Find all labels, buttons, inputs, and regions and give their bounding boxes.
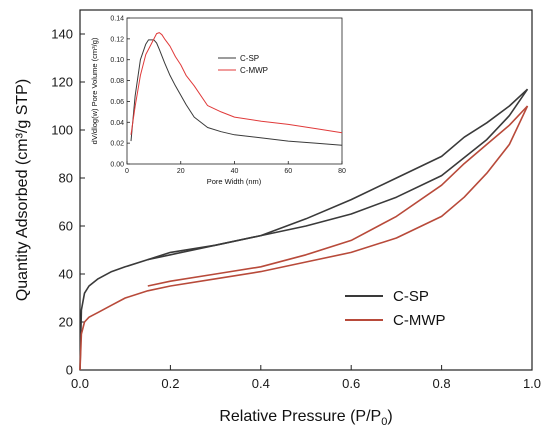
inset-y-tick-label: 0.14	[110, 16, 124, 23]
inset-plot: 0 20 40 60 80 0.00 0.02 0.04 0.06 0.08 0.10 0.12 0.1…	[90, 16, 346, 187]
main-y-tick-label: 140	[51, 27, 73, 42]
main-x-tick-label: 0.8	[433, 376, 451, 391]
main-y-tick-label: 80	[59, 171, 73, 186]
main-x-tick-label: 0.2	[161, 376, 179, 391]
main-x-tick-label: 0.0	[71, 376, 89, 391]
inset-x-tick-label: 20	[177, 168, 185, 175]
main-y-tick-label: 60	[59, 219, 73, 234]
main-plot-frame	[79, 9, 533, 371]
main-x-axis-title: Relative Pressure (P/P0)	[219, 408, 392, 428]
inset-ticks: 0 20 40 60 80 0.00 0.02 0.04 0.06 0.08 0.10 0.12 0.1…	[110, 16, 346, 176]
main-y-tick-label: 20	[59, 315, 73, 330]
main-ticks: 0.0 0.2 0.4 0.6 0.8 1.0 0 20 40 60 80 100 120 140	[51, 27, 541, 392]
main-y-tick-label: 100	[51, 123, 73, 138]
inset-x-tick-label: 60	[284, 168, 292, 175]
inset-x-tick-label: 80	[338, 168, 346, 175]
inset-legend-label-c-sp: C-SP	[240, 54, 259, 63]
inset-x-axis-title: Pore Width (nm)	[207, 177, 262, 186]
inset-y-tick-label: 0.02	[110, 141, 124, 148]
series-line-c-sp-adsorption	[79, 88, 529, 371]
main-x-tick-label: 0.6	[342, 376, 360, 391]
main-y-axis-title: Quantity Adsorbed (cm³/g STP)	[14, 79, 31, 301]
main-series-lines	[79, 88, 529, 371]
main-x-tick-label: 1.0	[523, 376, 541, 391]
x-title-main: Relative Pressure (P/P	[219, 408, 381, 425]
legend-label-c-sp: C-SP	[393, 288, 429, 305]
inset-series-lines	[130, 32, 343, 146]
inset-y-tick-label: 0.08	[110, 78, 124, 85]
inset-y-tick-label: 0.04	[110, 120, 124, 127]
main-y-tick-label: 0	[66, 363, 73, 378]
inset-y-tick-label: 0.00	[110, 162, 124, 169]
inset-x-tick-label: 40	[231, 168, 239, 175]
main-x-tick-label: 0.4	[252, 376, 270, 391]
inset-series-line-c-sp	[130, 39, 343, 146]
inset-y-tick-label: 0.06	[110, 99, 124, 106]
main-plot: 0.0 0.2 0.4 0.6 0.8 1.0 0 20 40 60 80 100 120 140 Rel…	[14, 9, 541, 428]
main-y-tick-label: 40	[59, 267, 73, 282]
inset-y-tick-label: 0.10	[110, 57, 124, 64]
inset-legend: C-SP C-MWP	[218, 54, 268, 75]
x-title-end: )	[387, 408, 392, 425]
legend-label-c-mwp: C-MWP	[393, 312, 446, 329]
main-legend: C-SP C-MWP	[345, 288, 446, 329]
inset-plot-frame	[126, 17, 343, 165]
inset-y-tick-label: 0.12	[110, 36, 124, 43]
inset-y-axis-title: dV/dlog(w) Pore Volume (cm³/g)	[90, 37, 99, 144]
series-line-c-sp-desorption	[147, 88, 529, 261]
x-title-sub: 0	[381, 416, 387, 428]
series-line-c-mwp-desorption	[147, 105, 529, 287]
series-line-c-mwp-adsorption	[79, 105, 529, 371]
inset-legend-label-c-mwp: C-MWP	[240, 66, 268, 75]
inset-series-line-c-mwp	[130, 32, 343, 135]
inset-x-tick-label: 0	[125, 168, 129, 175]
main-y-tick-label: 120	[51, 75, 73, 90]
